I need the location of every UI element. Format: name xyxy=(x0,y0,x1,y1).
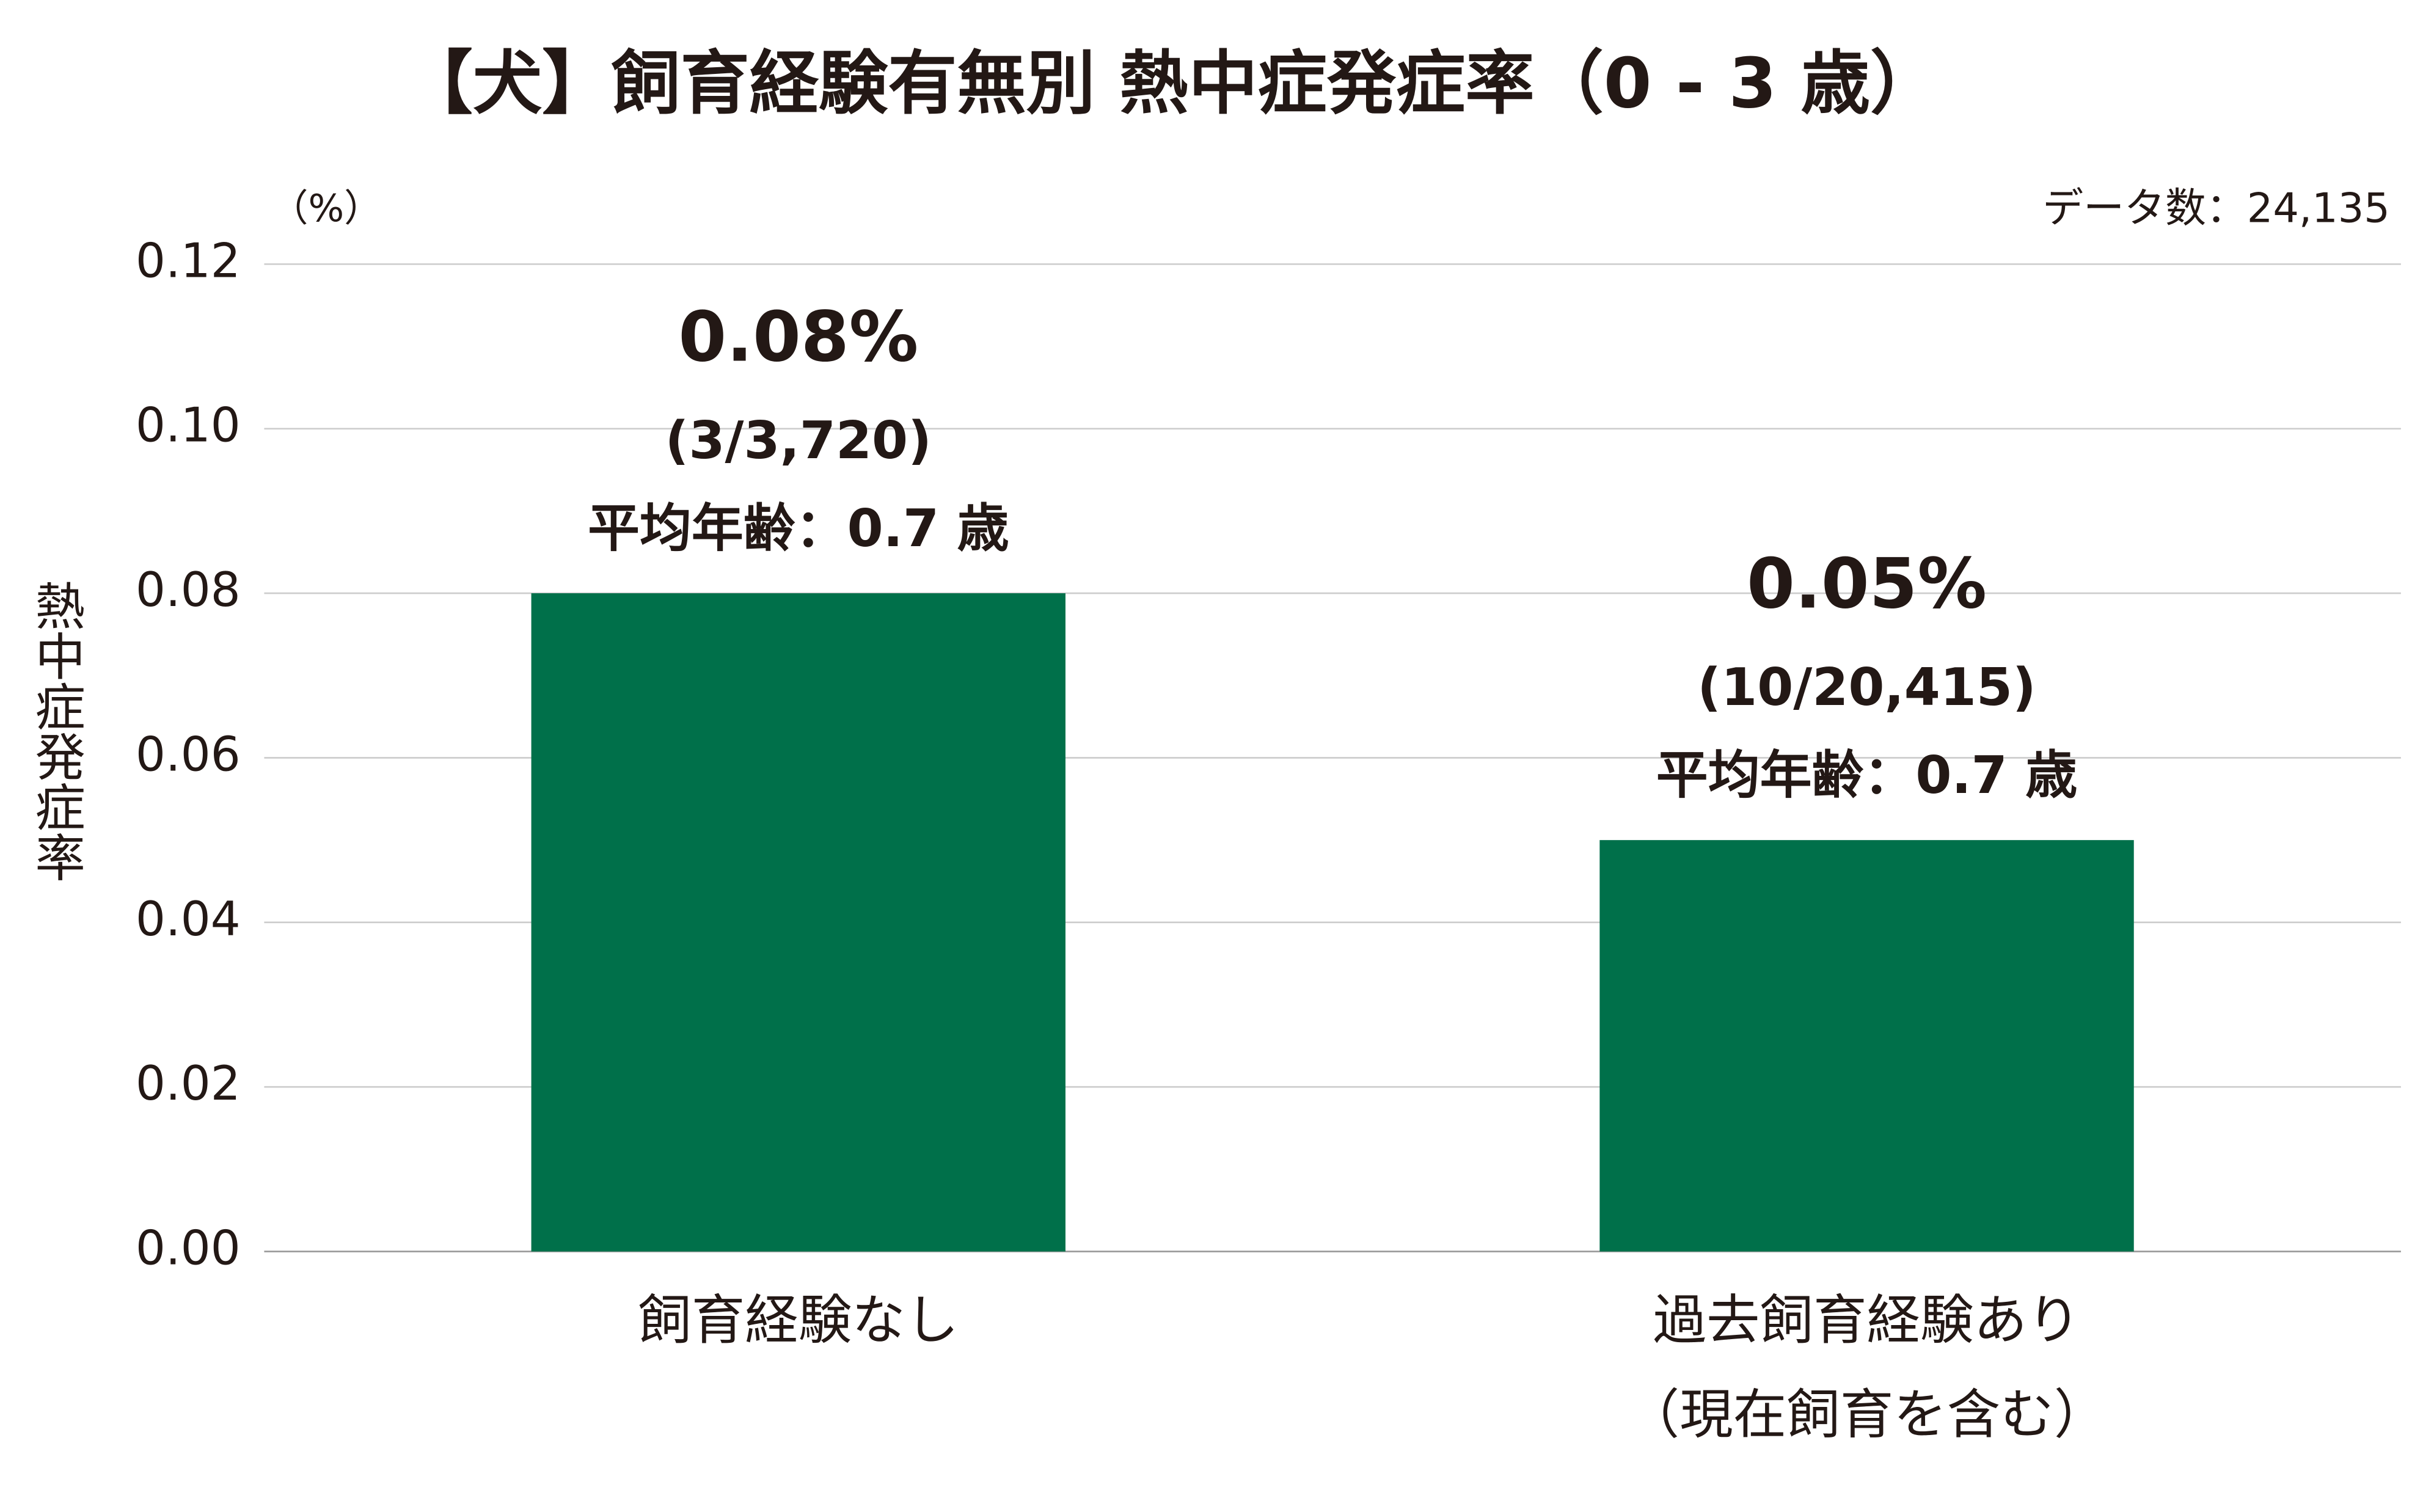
x-tick-label: （現在飼育を含む） xyxy=(1626,1383,2108,1445)
y-axis-title: 熱中症発症率 xyxy=(26,580,84,882)
y-tick-label: 0.10 xyxy=(136,398,241,453)
x-tick-label: 飼育経験なし xyxy=(638,1289,959,1351)
y-tick-label: 0.08 xyxy=(136,563,241,618)
bar xyxy=(1599,840,2134,1252)
y-tick-label: 0.02 xyxy=(136,1056,241,1111)
data-count-note: データ数：24,135 xyxy=(2042,184,2390,232)
bar-annotation: (10/20,415) xyxy=(1697,657,2036,718)
bar-annotation: 平均年齢：0.7 歳 xyxy=(1656,745,2077,806)
y-tick-label: 0.06 xyxy=(136,727,241,782)
bar xyxy=(531,593,1065,1252)
value-label: 0.08% xyxy=(678,297,918,378)
y-tick-label: 0.12 xyxy=(136,233,241,288)
y-unit: （%） xyxy=(271,186,382,230)
y-tick-label: 0.00 xyxy=(136,1221,241,1276)
y-tick-label: 0.04 xyxy=(136,892,241,947)
x-tick-label: 過去飼育経験あり xyxy=(1653,1289,2081,1351)
bar-annotation: 平均年齢：0.7 歳 xyxy=(588,499,1009,559)
value-label: 0.05% xyxy=(1747,544,1987,624)
bar-annotation: (3/3,720) xyxy=(665,411,932,471)
chart-title: 【犬】飼育経験有無別 熱中症発症率（0 - 3 歳） xyxy=(404,43,1939,123)
